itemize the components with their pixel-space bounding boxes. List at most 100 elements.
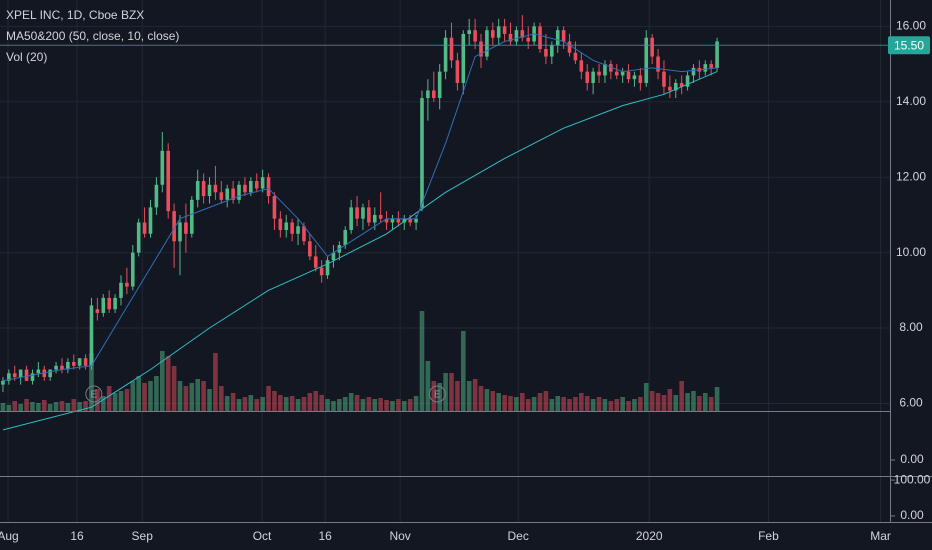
volume-label: Vol (20) — [6, 50, 47, 64]
volume-bar — [372, 399, 378, 411]
volume-bar — [437, 383, 442, 411]
candle-body — [119, 282, 123, 298]
candle-body — [60, 365, 64, 370]
volume-bar — [366, 397, 372, 411]
volume-bar — [307, 393, 313, 411]
moving-average-line — [2, 33, 718, 382]
volume-bar — [295, 399, 301, 411]
volume-bar — [626, 401, 631, 411]
volume-bar — [484, 389, 490, 411]
candle-body — [443, 37, 448, 72]
candle-body — [18, 369, 23, 378]
volume-bar — [106, 386, 112, 411]
volume-bar — [661, 395, 667, 411]
candle-body — [331, 252, 336, 261]
volume-bar — [201, 381, 206, 411]
candle-body — [89, 305, 94, 366]
candle-body — [426, 90, 430, 99]
pane-tick-label: 0.00 — [900, 452, 924, 466]
volume-bar — [260, 397, 265, 411]
candle-body — [184, 222, 188, 234]
volume-bar — [165, 356, 171, 411]
candle-body — [367, 207, 371, 223]
candle-body — [254, 180, 259, 189]
candle-body — [83, 358, 88, 366]
x-tick-label: Aug — [0, 529, 19, 543]
moving-average-line — [2, 71, 718, 431]
candle-body — [673, 82, 678, 91]
volume-bar — [100, 396, 106, 411]
volume-bar — [248, 395, 254, 411]
candle-body — [225, 188, 230, 200]
last-price-box — [888, 36, 930, 55]
volume-bar — [18, 404, 23, 411]
candle-body — [113, 297, 117, 310]
volume-bar — [561, 397, 566, 411]
candle-body — [166, 150, 171, 212]
y-tick-label: 6.00 — [899, 396, 923, 410]
candle-body — [485, 30, 489, 57]
volume-bar — [207, 389, 212, 411]
candle-body — [632, 75, 637, 80]
volume-bar — [195, 379, 201, 411]
candle-body — [579, 60, 584, 72]
candle-body — [172, 211, 176, 242]
candle-body — [30, 373, 35, 381]
candle-body — [160, 150, 165, 185]
volume-bar — [702, 393, 708, 411]
volume-bar — [384, 400, 389, 411]
candle-body — [71, 361, 76, 366]
candle-body — [355, 207, 359, 219]
volume-bar — [354, 395, 360, 411]
volume-bar — [183, 386, 189, 411]
volume-bar — [12, 401, 18, 411]
candle-body — [272, 196, 277, 219]
volume-bar — [360, 399, 366, 411]
earnings-marker — [428, 385, 446, 403]
candle-body — [349, 207, 353, 231]
x-tick-label: Feb — [758, 529, 779, 543]
volume-bar — [177, 381, 183, 411]
candle-body — [479, 41, 483, 57]
x-tick-label: Nov — [389, 529, 410, 543]
volume-bar — [596, 397, 602, 411]
candle-body — [77, 358, 82, 366]
volume-bar — [573, 397, 578, 411]
candle-body — [361, 207, 365, 219]
volume-bar — [413, 396, 419, 411]
candle-body — [414, 218, 418, 223]
volume-bar — [71, 399, 77, 411]
volume-bar — [691, 391, 696, 411]
candle-body — [201, 180, 206, 197]
volume-bar — [77, 402, 82, 411]
candle-body — [431, 90, 436, 99]
candle-body — [620, 71, 625, 76]
volume-bar — [425, 361, 431, 411]
volume-bar — [30, 402, 35, 411]
volume-bar — [83, 401, 88, 411]
candle-body — [12, 373, 17, 378]
volume-bar — [643, 383, 649, 411]
y-tick-label: 12.00 — [896, 169, 926, 183]
candle-body — [662, 71, 666, 87]
candle-body — [491, 30, 495, 38]
volume-bar — [390, 401, 395, 411]
candle-body — [95, 309, 100, 313]
volume-bar — [342, 397, 348, 411]
candle-body — [691, 67, 696, 76]
candle-body — [626, 71, 631, 80]
y-tick-label: 8.00 — [899, 320, 923, 334]
pane-tick-label: 0.00 — [900, 508, 924, 522]
x-tick-label: 16 — [70, 529, 84, 543]
volume-bar — [301, 397, 307, 411]
volume-bar — [337, 399, 342, 411]
volume-bar — [584, 396, 590, 411]
volume-bar — [325, 399, 330, 411]
earnings-marker — [85, 385, 103, 403]
candle-body — [420, 98, 424, 208]
volume-bar — [272, 391, 277, 411]
candle-body — [296, 226, 300, 234]
volume-bar — [313, 391, 319, 411]
candle-body — [130, 252, 135, 287]
volume-bar — [254, 399, 260, 411]
